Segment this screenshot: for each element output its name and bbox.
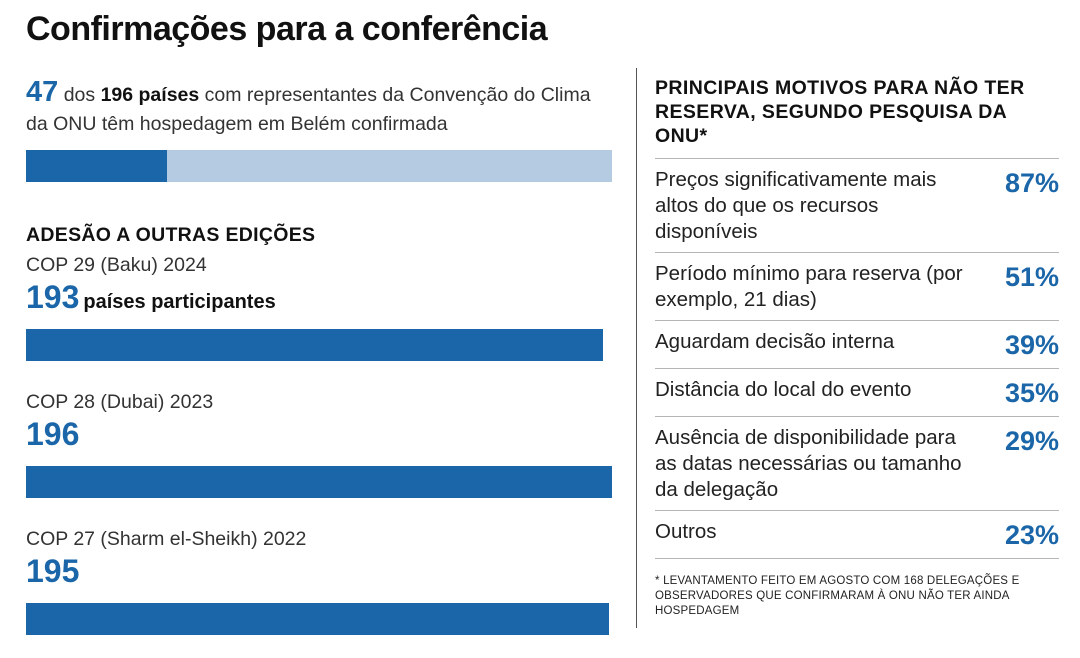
edition-item: COP 27 (Sharm el-Sheikh) 2022 195 (26, 526, 612, 635)
reason-row: Outros 23% (655, 510, 1059, 559)
footnote: * LEVANTAMENTO FEITO EM AGOSTO COM 168 D… (655, 575, 1020, 617)
editions-list: COP 29 (Baku) 2024 193 países participante… (26, 252, 612, 635)
edition-value: 196 (26, 416, 80, 452)
edition-value-row: 196 (26, 417, 612, 458)
reason-row: Distância do local do evento 35% (655, 368, 1059, 416)
edition-label: COP 28 (Dubai) 2023 (26, 391, 214, 413)
reason-value: 23% (1004, 520, 1059, 550)
reason-row: Ausência de disponibilidade para as data… (655, 416, 1059, 510)
edition-value-suffix: países participantes (83, 291, 276, 313)
intro-text: 47 dos 196 países com representantes da … (26, 78, 612, 139)
reason-value: 51% (1004, 262, 1059, 292)
editions-heading: ADESÃO A OUTRAS EDIÇÕES (26, 224, 316, 246)
reason-value: 29% (1004, 426, 1059, 456)
confirmation-bar-fill (26, 150, 167, 182)
reason-label: Aguardam decisão interna (655, 330, 895, 353)
left-panel: 47 dos 196 países com representantes da … (26, 78, 612, 635)
reason-value: 35% (1004, 378, 1059, 408)
edition-bar (26, 603, 609, 635)
reason-label: Outros (655, 520, 717, 543)
edition-bar (26, 329, 604, 361)
reason-row: Período mínimo para reserva (por exemplo… (655, 252, 1059, 320)
reason-label: Ausência de disponibilidade para as data… (655, 426, 962, 501)
edition-label: COP 29 (Baku) 2024 (26, 254, 207, 276)
edition-label: COP 27 (Sharm el-Sheikh) 2022 (26, 528, 307, 550)
edition-value-row: 195 (26, 554, 612, 595)
page-title: Confirmações para a conferência (26, 10, 548, 48)
right-panel: PRINCIPAIS MOTIVOS PARA NÃO TER RESERVA,… (655, 76, 1059, 559)
edition-value: 193 (26, 279, 80, 315)
confirmed-count: 47 (26, 76, 59, 108)
reason-label: Preços significativamente mais altos do … (655, 168, 937, 243)
total-countries: 196 países (100, 84, 200, 106)
intro-text-before-total: dos (63, 84, 96, 106)
edition-value: 195 (26, 553, 80, 589)
reason-row: Preços significativamente mais altos do … (655, 158, 1059, 252)
edition-item: COP 29 (Baku) 2024 193 países participante… (26, 252, 612, 361)
edition-bar (26, 466, 612, 498)
reason-label: Distância do local do evento (655, 378, 912, 401)
reason-row: Aguardam decisão interna 39% (655, 320, 1059, 368)
intro-text-after-total: com representantes da Convenção do Clima… (26, 84, 591, 135)
edition-value-row: 193 países participantes (26, 280, 612, 321)
column-divider (636, 68, 637, 628)
reason-value: 87% (1004, 168, 1059, 198)
reason-label: Período mínimo para reserva (por exemplo… (655, 262, 963, 311)
edition-item: COP 28 (Dubai) 2023 196 (26, 389, 612, 498)
confirmation-bar-track (26, 150, 612, 182)
reason-value: 39% (1004, 330, 1059, 360)
reasons-heading: PRINCIPAIS MOTIVOS PARA NÃO TER RESERVA,… (655, 77, 1025, 147)
reasons-list: Preços significativamente mais altos do … (655, 158, 1059, 559)
